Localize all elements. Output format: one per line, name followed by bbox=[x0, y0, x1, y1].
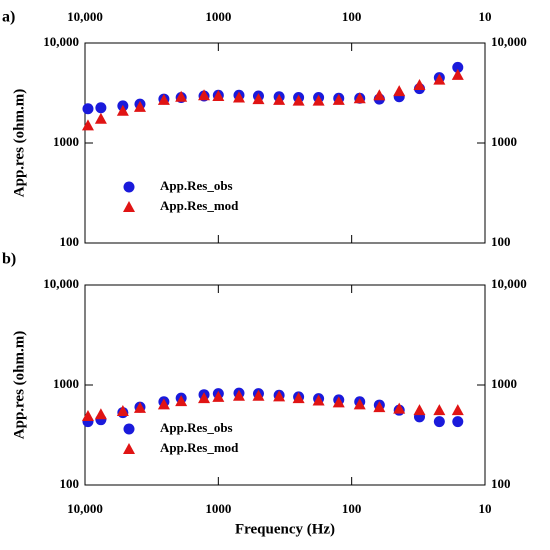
triangle-marker bbox=[451, 68, 464, 80]
legend-marker bbox=[123, 443, 135, 454]
triangle-marker bbox=[157, 93, 170, 105]
triangle-marker bbox=[292, 94, 305, 106]
legend-marker bbox=[123, 181, 135, 193]
triangle-marker bbox=[198, 392, 211, 404]
legend-label: App.Res_obs bbox=[160, 178, 233, 193]
triangle-marker bbox=[353, 398, 366, 410]
circle-marker bbox=[452, 61, 464, 73]
legend-label: App.Res_mod bbox=[160, 440, 239, 455]
triangle-marker bbox=[433, 404, 446, 416]
triangle-marker bbox=[232, 91, 245, 103]
triangle-marker bbox=[212, 90, 225, 102]
triangle-marker bbox=[212, 390, 225, 402]
triangle-marker bbox=[252, 93, 265, 105]
y-tick-label: 1000 bbox=[53, 134, 79, 149]
x-tick-label: 10,000 bbox=[67, 501, 103, 516]
y-tick-label: 1000 bbox=[491, 134, 517, 149]
triangle-marker bbox=[116, 104, 129, 116]
y-axis-label: App.res (ohm.m) bbox=[11, 331, 27, 439]
triangle-marker bbox=[353, 92, 366, 104]
circle-marker bbox=[95, 102, 107, 114]
triangle-marker bbox=[94, 408, 107, 420]
triangle-marker bbox=[373, 401, 386, 413]
plot-frame bbox=[84, 42, 486, 244]
triangle-marker bbox=[273, 390, 286, 402]
triangle-marker bbox=[252, 389, 265, 401]
legend-marker bbox=[123, 423, 135, 435]
triangle-marker bbox=[292, 392, 305, 404]
circle-marker bbox=[433, 416, 445, 428]
circle-marker bbox=[82, 103, 94, 115]
legend-marker bbox=[123, 201, 135, 212]
triangle-marker bbox=[175, 395, 188, 407]
triangle-marker bbox=[232, 389, 245, 401]
triangle-marker bbox=[332, 93, 345, 105]
y-tick-label: 1000 bbox=[491, 376, 517, 391]
x-axis-label: Frequency (Hz) bbox=[235, 521, 335, 537]
triangle-marker bbox=[133, 401, 146, 413]
plot-frame bbox=[84, 284, 486, 486]
triangle-marker bbox=[273, 93, 286, 105]
triangle-marker bbox=[157, 398, 170, 410]
triangle-marker bbox=[373, 89, 386, 101]
y-tick-label: 100 bbox=[60, 476, 80, 491]
x-tick-label: 10 bbox=[479, 9, 492, 24]
x-tick-label: 1000 bbox=[205, 501, 231, 516]
x-tick-label: 10 bbox=[479, 501, 492, 516]
triangle-marker bbox=[433, 73, 446, 85]
triangle-marker bbox=[413, 79, 426, 91]
circle-marker bbox=[452, 416, 464, 428]
triangle-marker bbox=[312, 394, 325, 406]
y-tick-label: 10,000 bbox=[491, 276, 527, 291]
y-axis-label: App.res (ohm.m) bbox=[11, 89, 27, 197]
triangle-marker bbox=[198, 89, 211, 101]
triangle-marker bbox=[393, 85, 406, 97]
y-tick-label: 10,000 bbox=[43, 34, 79, 49]
y-tick-label: 10,000 bbox=[491, 34, 527, 49]
triangle-marker bbox=[175, 90, 188, 102]
triangle-marker bbox=[81, 119, 94, 131]
x-tick-label: 100 bbox=[342, 9, 362, 24]
triangle-marker bbox=[393, 402, 406, 414]
y-tick-label: 1000 bbox=[53, 376, 79, 391]
y-tick-label: 100 bbox=[491, 476, 511, 491]
x-tick-label: 10,000 bbox=[67, 9, 103, 24]
y-tick-label: 100 bbox=[60, 234, 80, 249]
triangle-marker bbox=[94, 112, 107, 124]
y-tick-label: 10,000 bbox=[43, 276, 79, 291]
panel-label: a) bbox=[2, 9, 15, 26]
triangle-marker bbox=[133, 100, 146, 112]
panel-label: b) bbox=[2, 251, 16, 268]
y-tick-label: 100 bbox=[491, 234, 511, 249]
triangle-marker bbox=[332, 396, 345, 408]
x-tick-label: 100 bbox=[342, 501, 362, 516]
x-tick-label: 1000 bbox=[205, 9, 231, 24]
triangle-marker bbox=[451, 404, 464, 416]
legend-label: App.Res_obs bbox=[160, 420, 233, 435]
legend-label: App.Res_mod bbox=[160, 198, 239, 213]
triangle-marker bbox=[312, 94, 325, 106]
triangle-marker bbox=[413, 404, 426, 416]
triangle-marker bbox=[81, 409, 94, 421]
triangle-marker bbox=[116, 404, 129, 416]
